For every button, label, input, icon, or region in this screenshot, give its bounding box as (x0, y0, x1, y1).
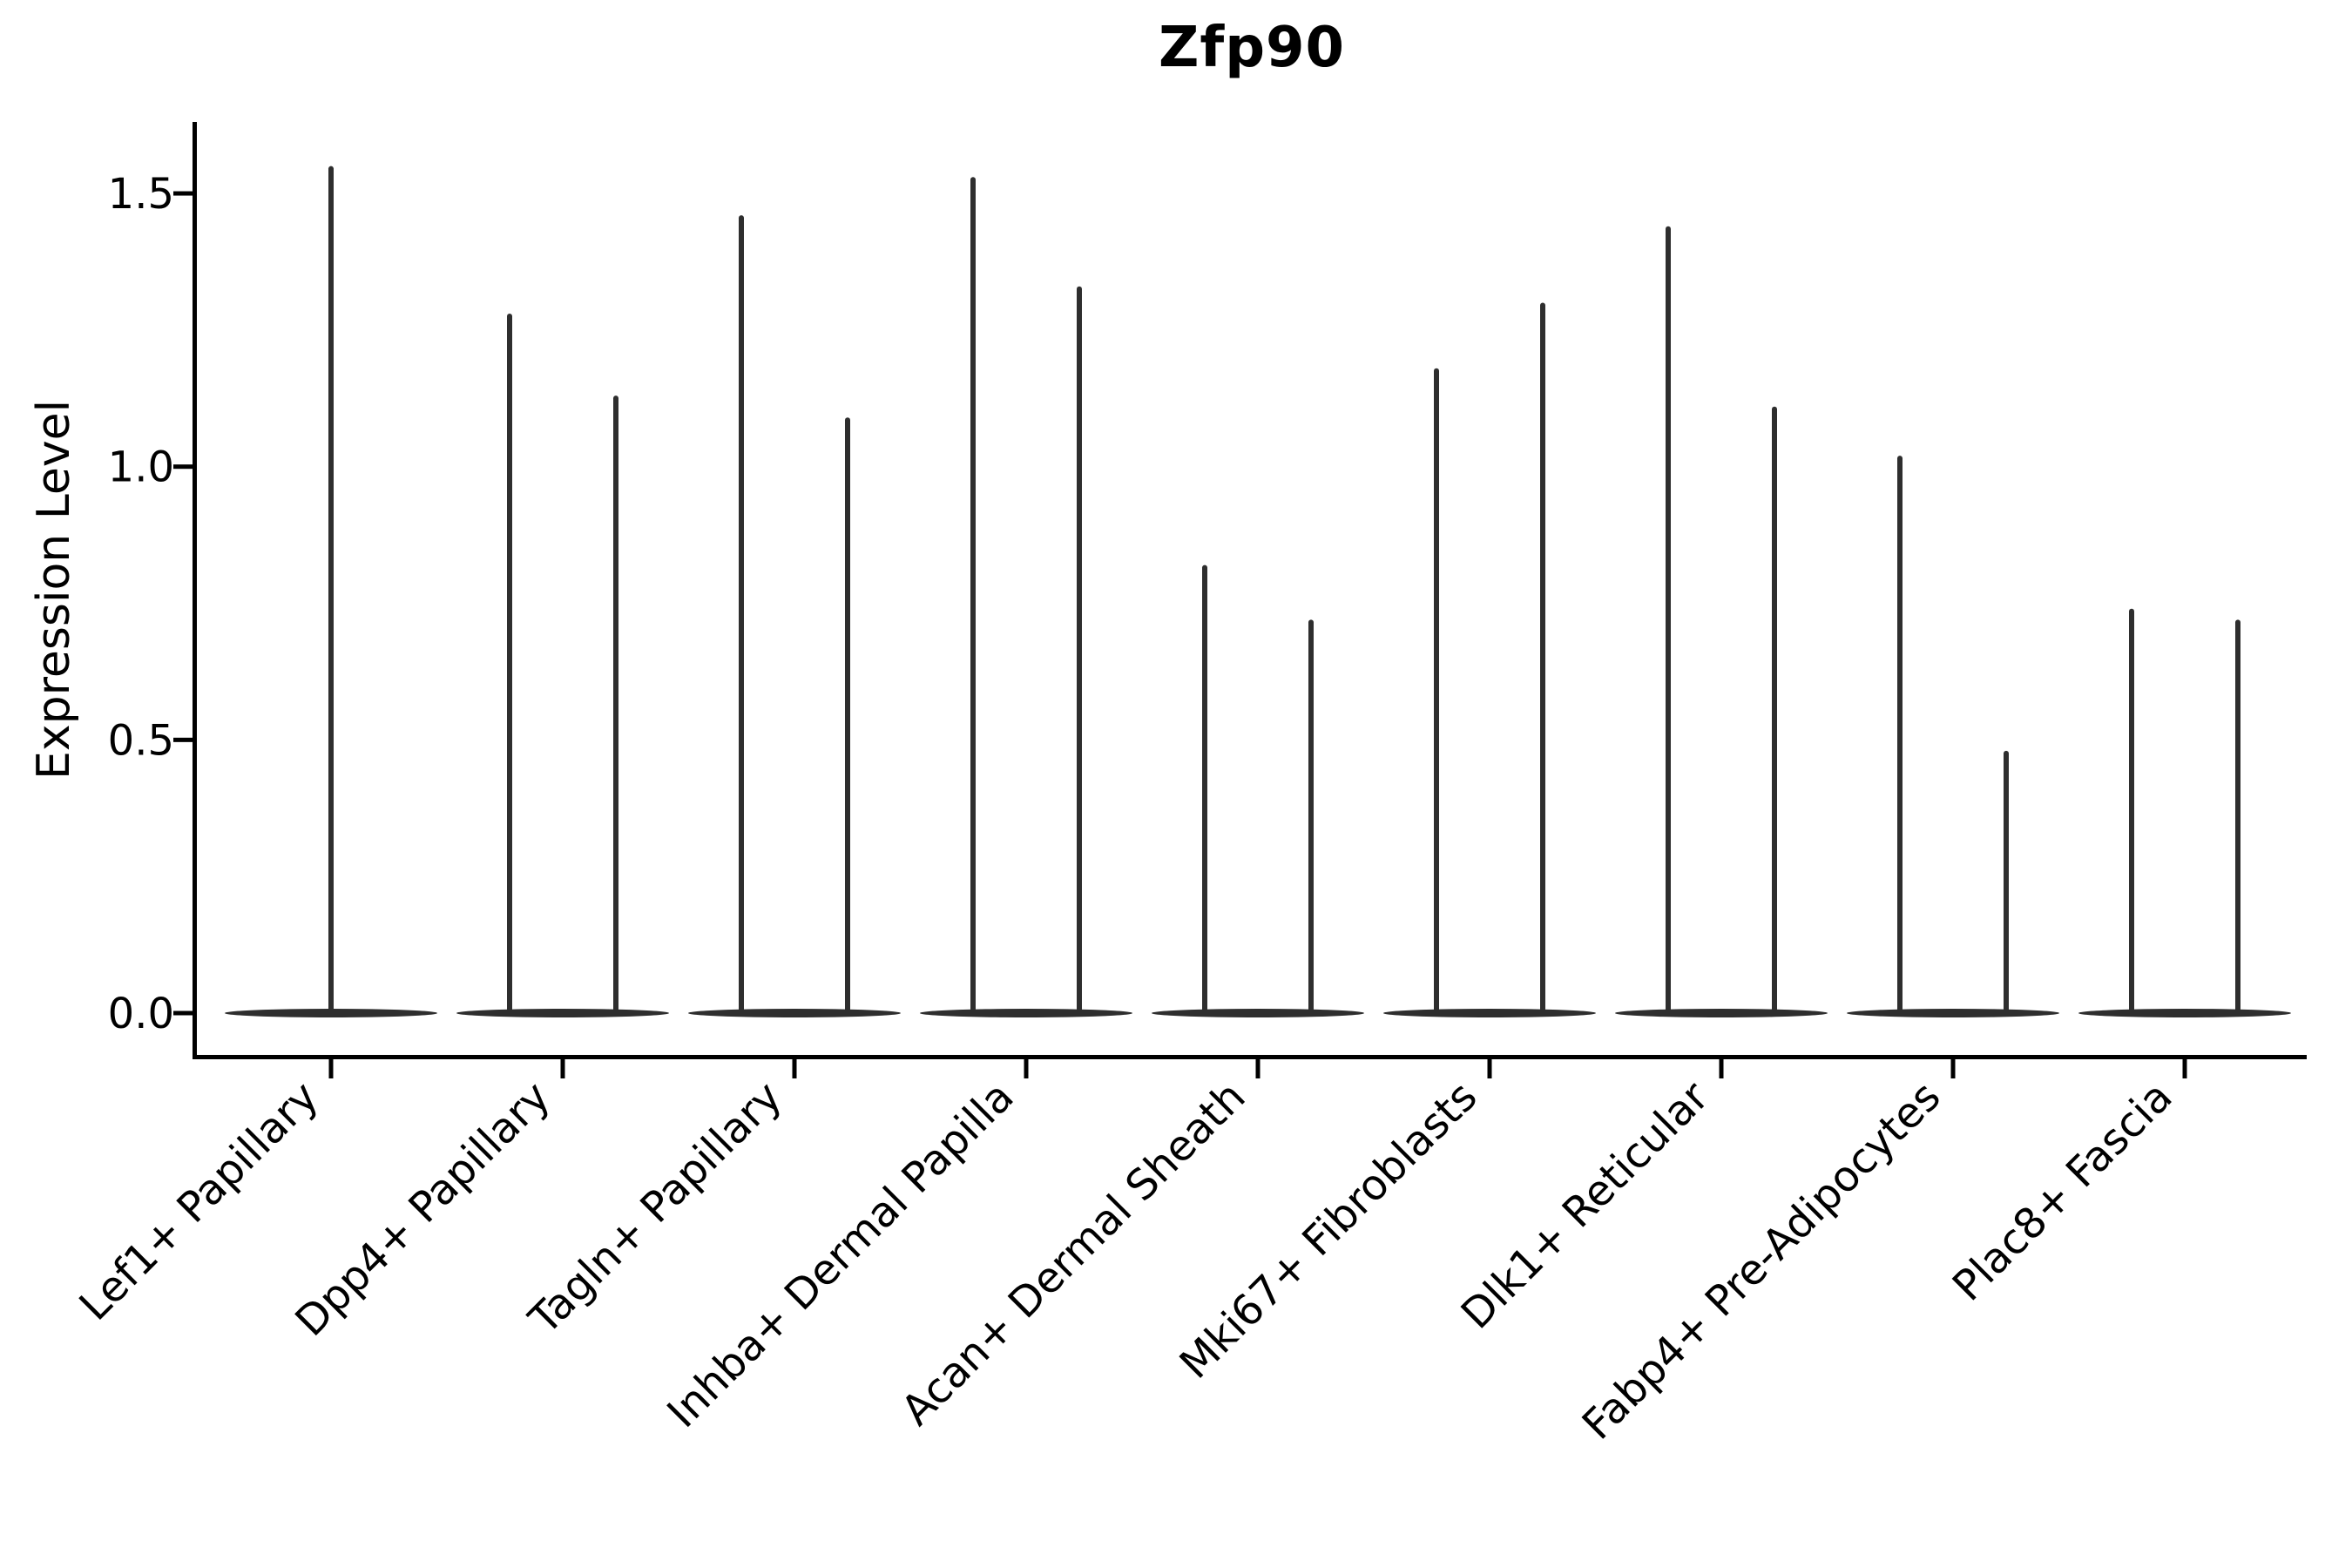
x-tick-label: Dpp4+ Papillary (286, 1072, 559, 1346)
violin-spike (1772, 406, 1777, 1013)
x-tick-mark (1950, 1059, 1956, 1078)
violin-spike (1077, 286, 1082, 1013)
violin-spike (1202, 564, 1207, 1013)
x-tick-mark (1719, 1059, 1724, 1078)
x-tick-mark (560, 1059, 565, 1078)
violin-spike (2129, 608, 2134, 1013)
violin-spike (2235, 619, 2240, 1013)
violin-spike (1434, 368, 1439, 1013)
x-tick-label: Lef1+ Papillary (71, 1072, 328, 1330)
y-tick-label: 1.0 (108, 443, 174, 492)
violin-base (2078, 1009, 2291, 1017)
violin-spike (328, 166, 334, 1013)
violin-base (1383, 1009, 1596, 1017)
violin-spike (739, 215, 744, 1014)
violin-base (1152, 1009, 1364, 1017)
x-tick-label: Tagln+ Papillary (519, 1072, 791, 1344)
x-tick-mark (328, 1059, 334, 1078)
y-tick-label: 0.5 (108, 716, 174, 765)
x-tick-mark (1255, 1059, 1260, 1078)
violin-spike (1666, 226, 1671, 1013)
x-tick-mark (1024, 1059, 1029, 1078)
violin-spike (1308, 619, 1314, 1013)
violin-spike (507, 314, 512, 1013)
y-tick-mark (173, 737, 193, 742)
violin-base (1847, 1009, 2059, 1017)
violin-spike (2004, 750, 2009, 1013)
x-tick-mark (792, 1059, 797, 1078)
violin-base (456, 1009, 669, 1017)
x-tick-mark (2182, 1059, 2187, 1078)
violin-base (688, 1009, 901, 1017)
violin-spike (1897, 456, 1903, 1013)
violin-spike (613, 395, 618, 1013)
y-tick-mark (173, 464, 193, 470)
violin-spike (1540, 302, 1545, 1013)
y-tick-label: 0.0 (108, 990, 174, 1038)
y-axis-spine (193, 122, 197, 1059)
y-tick-label: 1.5 (108, 170, 174, 219)
x-tick-label: Plac8+ Fascia (1943, 1072, 2182, 1311)
violin-spike (970, 177, 976, 1013)
chart-title: Zfp90 (1158, 16, 1346, 80)
x-tick-label: Dlk1+ Reticular (1452, 1072, 1719, 1339)
y-tick-mark (173, 1010, 193, 1016)
x-axis-spine (193, 1055, 2307, 1059)
x-tick-mark (1487, 1059, 1492, 1078)
violin-base (920, 1009, 1132, 1017)
violin-base (1615, 1009, 1828, 1017)
violin-spike (845, 417, 850, 1013)
y-tick-mark (173, 191, 193, 196)
